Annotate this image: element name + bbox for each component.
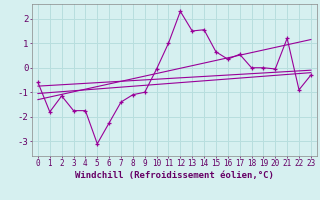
X-axis label: Windchill (Refroidissement éolien,°C): Windchill (Refroidissement éolien,°C) — [75, 171, 274, 180]
